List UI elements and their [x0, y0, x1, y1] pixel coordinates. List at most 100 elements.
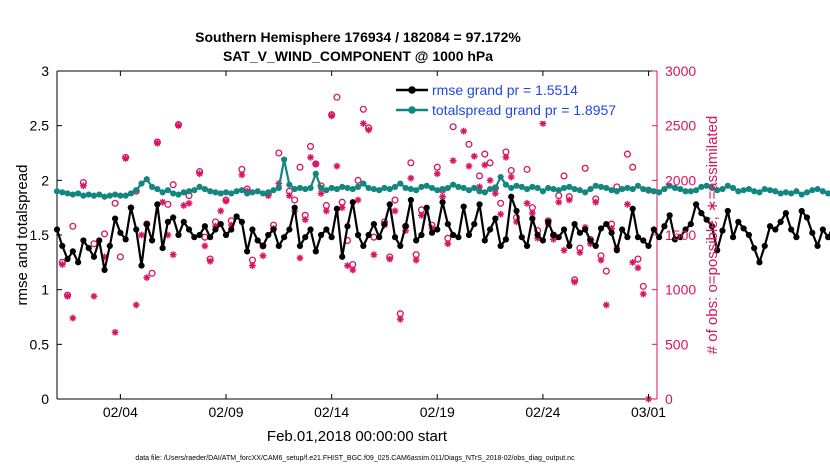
spread-point [566, 183, 573, 190]
rmse-point [460, 203, 467, 210]
rmse-point [798, 207, 805, 215]
obs-possible-point [497, 199, 505, 207]
spread-point [724, 182, 731, 189]
obs-assimilated-point [391, 207, 399, 215]
rmse-point [291, 204, 298, 211]
rmse-point [159, 245, 166, 252]
rmse-point [434, 226, 441, 233]
spread-point [138, 180, 145, 187]
spread-point [402, 184, 409, 192]
rmse-point [698, 210, 705, 217]
rmse-point [270, 226, 277, 233]
spread-point [476, 188, 483, 195]
spread-point [465, 187, 473, 194]
rmse-point [428, 229, 436, 236]
spread-point [608, 187, 615, 194]
obs-assimilated-point [344, 262, 351, 270]
obs-possible-point [602, 267, 610, 275]
rmse-point [619, 226, 626, 233]
spread-point [508, 184, 515, 192]
spread-point [328, 184, 335, 192]
obs-possible-point [623, 150, 631, 158]
rmse-point [391, 234, 399, 241]
obs-assimilated-point [153, 139, 161, 147]
rmse-point [719, 227, 726, 234]
rmse-point [228, 226, 235, 233]
rmse-point [212, 226, 219, 233]
rmse-point [296, 242, 304, 250]
spread-point [291, 185, 298, 193]
x-tick-label: 02/04 [103, 404, 138, 420]
rmse-point [344, 223, 351, 230]
rmse-point [85, 245, 92, 252]
rmse-point [534, 231, 541, 239]
obs-layer [58, 89, 653, 403]
spread-point [270, 187, 277, 194]
rmse-point [486, 226, 494, 233]
spread-point [154, 185, 161, 193]
rmse-point [634, 234, 642, 241]
spread-point [259, 190, 267, 197]
obs-assimilated-point [312, 160, 320, 168]
spread-point [782, 189, 789, 196]
rmse-point [745, 231, 753, 239]
obs-assimilated-point [418, 211, 425, 219]
spread-point [439, 185, 446, 193]
rmse-point [217, 220, 224, 228]
spread-point [629, 185, 636, 193]
y-right-tick-label: 0 [665, 391, 673, 407]
legend: rmse grand pr = 1.5514 totalspread grand… [392, 77, 644, 121]
rmse-point [328, 234, 335, 241]
spread-point [122, 192, 129, 199]
rmse-point [307, 226, 314, 233]
rmse-point [444, 220, 451, 228]
spread-point [360, 180, 367, 187]
obs-possible-point [523, 165, 531, 173]
obs-assimilated-point [317, 190, 325, 197]
obs-assimilated-point [629, 258, 637, 266]
spread-point [386, 185, 393, 193]
obs-assimilated-point [639, 290, 647, 298]
rmse-point [80, 237, 87, 244]
spread-point [666, 182, 673, 189]
spread-point [96, 191, 103, 198]
rmse-point [645, 242, 652, 250]
y-right-tick-label: 500 [665, 336, 689, 352]
obs-possible-point [639, 282, 647, 290]
spread-point [244, 190, 251, 197]
spread-point [365, 184, 372, 192]
y-axis-left-label: rmse and totalspread [14, 165, 31, 306]
obs-assimilated-point [206, 257, 214, 265]
rmse-point [825, 234, 830, 241]
y-axis-right-label: # of obs: o=possible; ∗=assimilated [704, 116, 721, 355]
obs-assimilated-point [143, 274, 151, 282]
rmse-point [317, 231, 325, 239]
rmse-point [386, 201, 393, 208]
spread-point [687, 188, 694, 195]
obs-possible-point [528, 204, 536, 212]
spread-point [159, 189, 166, 196]
rmse-point [582, 226, 589, 233]
spread-point [90, 192, 98, 199]
rmse-point [513, 207, 520, 215]
obs-possible-point [433, 163, 441, 171]
obs-assimilated-point [386, 255, 394, 263]
rmse-point [592, 242, 599, 250]
rmse-point [59, 242, 66, 250]
rmse-point [138, 262, 145, 269]
rmse-point [766, 223, 774, 230]
obs-assimilated-point [592, 198, 600, 206]
obs-possible-point [444, 234, 452, 242]
rmse-point [661, 223, 668, 230]
obs-possible-point [475, 172, 484, 180]
rmse-point [793, 234, 800, 241]
obs-assimilated-point [185, 199, 193, 207]
obs-assimilated-point [465, 162, 473, 170]
obs-assimilated-point [159, 198, 167, 206]
spread-point [481, 189, 488, 196]
obs-possible-point [412, 251, 420, 259]
obs-assimilated-point [238, 171, 246, 179]
obs-assimilated-point [301, 216, 309, 224]
rmse-point [233, 213, 240, 220]
obs-possible-point [507, 166, 515, 175]
